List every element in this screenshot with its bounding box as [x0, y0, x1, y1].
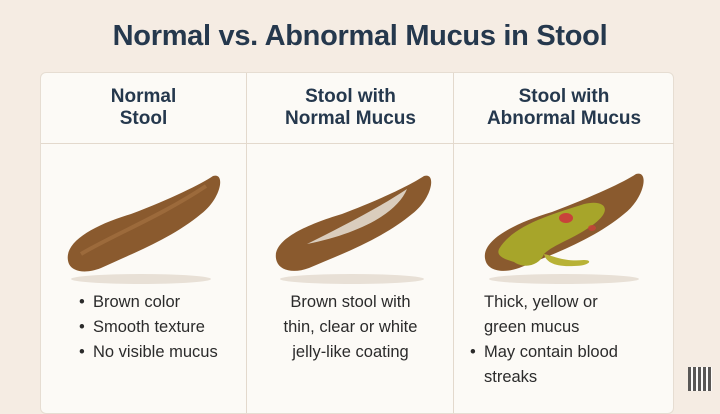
- normal-stool-illustration: [41, 144, 246, 290]
- description-line: thin, clear or white: [283, 318, 418, 336]
- page-title: Normal vs. Abnormal Mucus in Stool: [112, 20, 608, 52]
- heading-line: Stool: [119, 108, 168, 129]
- column-description: Brown stool with thin, clear or white je…: [247, 290, 454, 365]
- column-heading: Normal Stool: [41, 73, 246, 144]
- column-normal-mucus: Stool with Normal Mucus Brown stool with …: [246, 73, 454, 413]
- description-line: jelly-like coating: [292, 343, 409, 361]
- description-line: Brown stool with: [290, 293, 411, 311]
- description-line: Thick, yellow or: [484, 293, 598, 311]
- heading-line: Normal Mucus: [285, 108, 416, 129]
- qr-code-icon: [688, 367, 712, 391]
- description-line: green mucus: [484, 318, 580, 336]
- bullet-item: Brown color: [79, 290, 246, 315]
- column-heading: Stool with Normal Mucus: [247, 73, 454, 144]
- column-description: Thick, yellow or green mucus May contain…: [454, 290, 674, 390]
- column-abnormal-mucus: Stool with Abnormal Mucus Thick, yellow o…: [453, 73, 674, 413]
- column-heading: Stool with Abnormal Mucus: [454, 73, 674, 144]
- abnormal-mucus-stool-illustration: [454, 144, 674, 290]
- heading-line: Stool with: [305, 86, 396, 107]
- bullet-item: No visible mucus: [79, 340, 246, 365]
- bullet-item: Smooth texture: [79, 315, 246, 340]
- bullet-item: May contain blood streaks: [470, 340, 640, 390]
- heading-line: Normal: [110, 86, 177, 107]
- column-description: Brown color Smooth texture No visible mu…: [41, 290, 246, 365]
- heading-line: Stool with: [518, 86, 610, 107]
- heading-line: Abnormal Mucus: [486, 108, 642, 129]
- normal-mucus-stool-illustration: [247, 144, 454, 290]
